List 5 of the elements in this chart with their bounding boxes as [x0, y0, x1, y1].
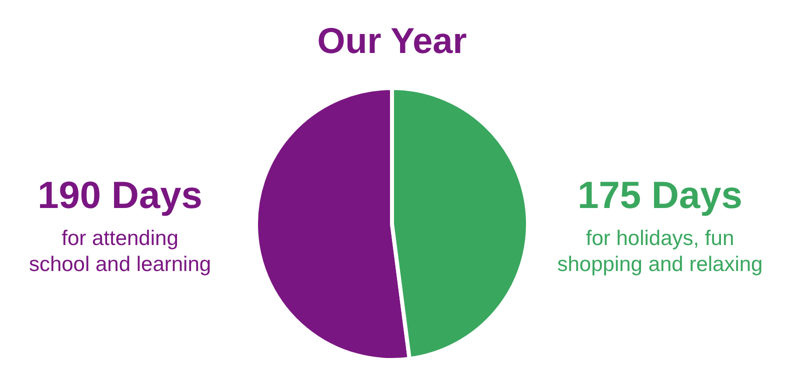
chart-title: Our Year: [317, 20, 467, 61]
data-label: 175 Days: [578, 175, 742, 217]
slice-label: for attending school and learning: [28, 227, 212, 276]
slice-label: for holidays, fun shopping and relaxing: [557, 227, 763, 276]
data-label: 190 Days: [38, 175, 202, 217]
